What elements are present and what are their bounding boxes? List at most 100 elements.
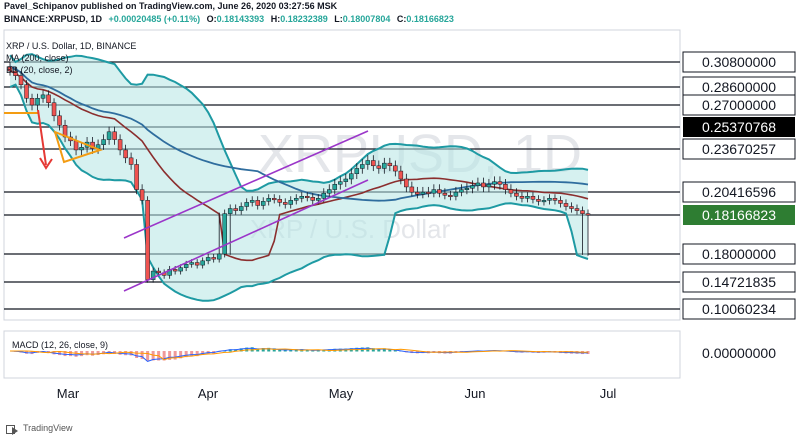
candle-body <box>145 200 150 280</box>
macd-bar <box>184 351 188 358</box>
macd-bar <box>228 349 232 352</box>
candle-body <box>431 189 437 194</box>
open-value: 0.18143393 <box>216 14 265 24</box>
macd-bar <box>140 351 144 359</box>
candle-body <box>255 200 260 206</box>
price-axis-label: 0.14721835 <box>702 274 776 290</box>
macd-bar <box>294 349 298 352</box>
macd-bar <box>201 351 205 355</box>
macd-bar <box>234 349 238 352</box>
price-label-box <box>682 243 796 265</box>
candle-body <box>79 147 84 151</box>
macd-bar <box>135 351 139 358</box>
candle-body <box>271 198 277 201</box>
candle-body <box>470 185 475 189</box>
ma200-line <box>9 65 589 202</box>
candle-body <box>343 178 349 182</box>
macd-bar <box>195 351 199 357</box>
macd-bar <box>91 351 95 356</box>
candle-body <box>514 192 519 197</box>
price-axis-label: 0.30800000 <box>702 54 776 70</box>
macd-bar <box>256 348 260 352</box>
bollinger-basis <box>9 70 589 262</box>
macd-bar <box>377 348 381 352</box>
price-label-box <box>682 51 796 73</box>
candle-body <box>106 131 112 140</box>
candle-body <box>233 208 238 211</box>
candle-body <box>415 191 420 195</box>
candle-body <box>227 208 233 214</box>
tradingview-logo-icon <box>6 424 20 435</box>
macd-bar <box>261 348 265 352</box>
candle-body <box>35 98 40 106</box>
candle-body <box>189 262 194 265</box>
candle-body <box>580 210 585 214</box>
channel-upper-line <box>123 130 369 239</box>
candle-body <box>321 192 327 199</box>
macd-bar <box>74 351 78 357</box>
candle-body <box>338 181 343 185</box>
macd-bar <box>267 347 271 352</box>
candle-body <box>508 189 514 194</box>
footer: TradingView <box>6 423 73 435</box>
candle-body <box>117 139 123 151</box>
candle-body <box>497 181 503 185</box>
candle-body <box>205 257 211 262</box>
channel-lower-line <box>123 179 369 292</box>
macd-bar <box>146 351 150 361</box>
candle-body <box>393 165 398 172</box>
price-label-box <box>682 94 796 116</box>
candle-body <box>216 253 222 260</box>
price-axis-label: 0.10060234 <box>702 301 776 317</box>
candle-body <box>238 206 244 211</box>
bollinger-fill <box>10 54 588 301</box>
candle-body <box>569 206 574 209</box>
annotation-flag <box>53 130 103 164</box>
candle-body <box>426 191 431 194</box>
macd-bar <box>371 348 375 352</box>
macd-bar <box>63 351 67 357</box>
candle-body <box>282 202 288 205</box>
bollinger-upper <box>9 53 589 192</box>
candle-body <box>481 182 486 188</box>
candle-body <box>376 165 382 169</box>
macd-bar <box>289 349 293 352</box>
price-label-box <box>682 298 796 320</box>
macd-bar <box>190 351 194 357</box>
macd-legend: MACD (12, 26, close, 9) <box>12 340 108 350</box>
candle-body <box>222 213 227 255</box>
candle-body <box>57 115 62 126</box>
candle-body <box>244 202 249 207</box>
candle-body <box>112 131 117 140</box>
price-label-box <box>682 138 796 160</box>
x-axis-tick: Apr <box>198 386 219 401</box>
candle-body <box>382 162 387 169</box>
annotation-arrow-head <box>39 157 53 170</box>
candle-body <box>437 189 442 194</box>
candle-body <box>453 191 459 197</box>
candle-body <box>288 200 293 205</box>
candle-body <box>178 267 183 272</box>
candle-body <box>530 196 536 200</box>
x-axis-tick: Mar <box>57 386 80 401</box>
candle-body <box>172 269 178 272</box>
candle-body <box>13 70 18 76</box>
x-axis-tick: Jul <box>600 386 617 401</box>
macd-bar <box>278 349 282 352</box>
candle-body <box>464 188 470 191</box>
candle-body <box>139 189 145 201</box>
macd-bar <box>69 351 73 357</box>
price-label-box <box>683 117 795 137</box>
macd-bar <box>129 351 133 356</box>
macd-pane <box>3 330 681 379</box>
macd-zero-label: 0.00000000 <box>702 345 776 361</box>
macd-bar <box>96 351 100 356</box>
bollinger-lower <box>9 83 589 302</box>
candle-body <box>128 157 134 165</box>
candle-body <box>51 102 57 117</box>
candle-body <box>371 160 376 167</box>
candle-body <box>503 184 508 190</box>
candle-body <box>73 140 79 151</box>
candle-body <box>316 198 321 201</box>
